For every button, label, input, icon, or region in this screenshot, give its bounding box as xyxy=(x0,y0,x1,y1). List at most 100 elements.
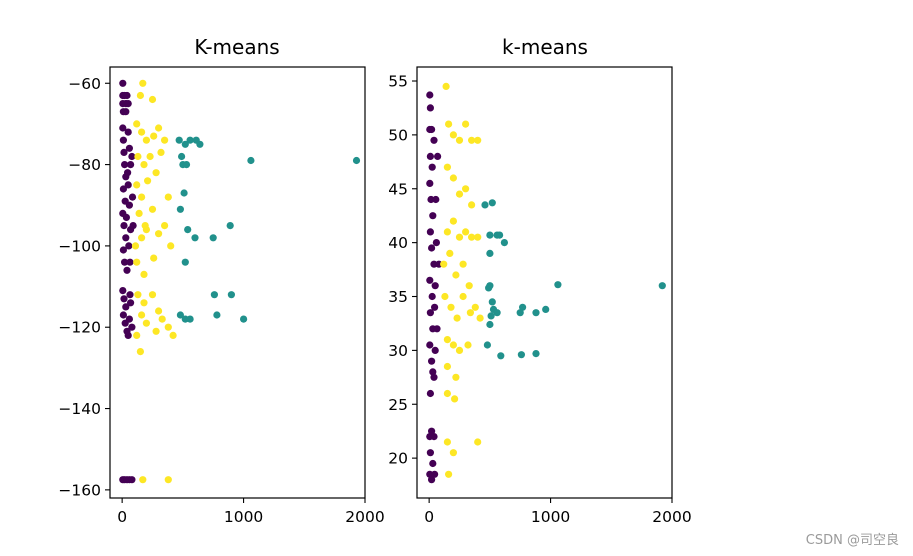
x-tick-label: 0 xyxy=(117,508,127,526)
scatter-point xyxy=(431,470,439,478)
scatter-point xyxy=(176,205,184,213)
scatter-point xyxy=(430,136,438,144)
scatter-point xyxy=(429,212,437,220)
scatter-point xyxy=(426,104,434,112)
y-tick-label: −140 xyxy=(58,400,101,418)
scatter-point xyxy=(486,282,494,290)
scatter-point xyxy=(140,299,148,307)
scatter-point xyxy=(426,152,434,160)
scatter-point xyxy=(139,476,147,484)
scatter-point xyxy=(426,389,434,398)
scatter-point xyxy=(119,124,127,132)
scatter-point xyxy=(121,161,129,169)
y-tick-label: 30 xyxy=(388,342,408,360)
scatter-point xyxy=(429,368,437,376)
scatter-point xyxy=(175,136,183,144)
scatter-point xyxy=(139,79,147,87)
scatter-point xyxy=(428,292,436,301)
scatter-point xyxy=(155,230,163,238)
scatter-point xyxy=(146,152,154,161)
scatter-point xyxy=(452,373,460,381)
scatter-point xyxy=(429,459,437,468)
scatter-point xyxy=(486,231,494,239)
x-tick-label: 2000 xyxy=(345,508,384,526)
scatter-point xyxy=(462,120,470,128)
scatter-point xyxy=(434,152,442,160)
scatter-point xyxy=(161,222,169,230)
scatter-point xyxy=(144,177,152,185)
scatter-point xyxy=(447,303,455,311)
scatter-point xyxy=(122,234,130,242)
plot-frame xyxy=(416,66,673,499)
x-tick-label: 0 xyxy=(424,508,434,526)
scatter-point xyxy=(128,193,137,201)
scatter-point xyxy=(443,336,451,344)
y-tick-label: −60 xyxy=(68,75,101,93)
subplot-title: k-means xyxy=(502,35,588,59)
scatter-point xyxy=(122,108,130,116)
scatter-point xyxy=(152,327,160,335)
scatter-point xyxy=(157,148,165,156)
scatter-point xyxy=(464,341,472,349)
scatter-point xyxy=(426,341,434,349)
scatter-point xyxy=(167,242,175,250)
scatter-point xyxy=(180,189,188,197)
y-tick-label: 40 xyxy=(388,234,408,252)
scatter-point xyxy=(127,161,135,169)
scatter-point xyxy=(131,242,140,250)
subplot-left: K-means 0 1000 2000 −60 −80 −100 −120 −140 −160 xyxy=(58,35,384,526)
scatter-point xyxy=(124,128,132,136)
scatter-point xyxy=(428,163,436,171)
scatter-point xyxy=(138,311,146,319)
scatter-point xyxy=(430,433,438,441)
scatter-point xyxy=(455,346,464,354)
scatter-point xyxy=(164,476,172,484)
scatter-point xyxy=(142,226,150,234)
scatter-point xyxy=(119,246,127,254)
scatter-point xyxy=(121,258,129,266)
scatter-point xyxy=(517,351,526,359)
scatter-point xyxy=(182,161,191,169)
scatter-point xyxy=(451,395,459,403)
scatter-point xyxy=(486,249,494,257)
scatter-point xyxy=(213,311,221,319)
scatter-point xyxy=(150,132,158,140)
scatter-point xyxy=(152,169,160,177)
scatter-point xyxy=(125,242,133,250)
scatter-point xyxy=(658,282,666,290)
scatter-point xyxy=(443,389,451,398)
scatter-point xyxy=(440,260,448,268)
scatter-point xyxy=(124,100,132,108)
scatter-point xyxy=(459,292,467,301)
scatter-point xyxy=(493,309,501,317)
scatter-point xyxy=(148,205,157,213)
scatter-point xyxy=(134,291,142,299)
y-tick-label: −100 xyxy=(58,237,101,255)
scatter-point xyxy=(120,222,128,230)
scatter-point xyxy=(158,315,166,323)
scatter-point xyxy=(124,169,132,177)
scatter-point xyxy=(127,299,135,307)
scatter-point xyxy=(125,201,133,209)
scatter-point xyxy=(453,314,461,322)
scatter-point xyxy=(186,136,194,144)
scatter-point xyxy=(442,82,450,90)
scatter-point xyxy=(486,320,494,329)
scatter-point xyxy=(443,362,451,371)
scatter-point xyxy=(488,298,496,306)
scatter-point xyxy=(426,179,434,187)
scatter-point xyxy=(465,282,473,290)
scatter-point xyxy=(426,276,434,284)
scatter-point xyxy=(476,314,484,322)
scatter-point xyxy=(138,128,146,136)
scatter-point xyxy=(426,91,434,99)
scatter-point xyxy=(169,331,177,339)
scatter-point xyxy=(133,258,141,266)
scatter-point xyxy=(138,193,146,201)
scatter-point xyxy=(449,341,457,349)
scatter-point xyxy=(226,222,234,230)
scatter-point xyxy=(140,270,148,278)
y-tick-label: −160 xyxy=(58,481,101,499)
y-tick-label: −120 xyxy=(58,319,101,337)
y-tick-label: 35 xyxy=(388,288,408,306)
